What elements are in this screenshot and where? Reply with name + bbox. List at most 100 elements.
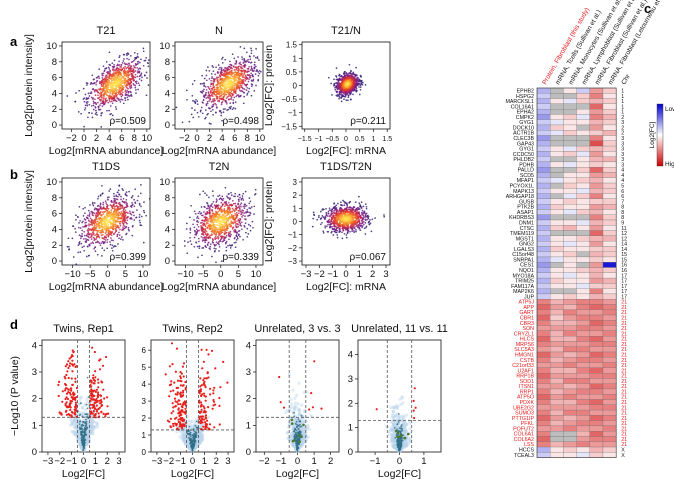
- scatter-point: [354, 76, 357, 78]
- scatter-point: [340, 78, 343, 81]
- scatter-point: [232, 208, 235, 211]
- scatter-point: [195, 220, 198, 223]
- scatter-point: [111, 76, 113, 79]
- scatter-point: [94, 241, 97, 244]
- scatter-point: [217, 224, 219, 227]
- scatter-point: [211, 241, 214, 243]
- scatter-point: [202, 234, 205, 236]
- scatter-point: [66, 95, 69, 97]
- scatter-point: [81, 229, 84, 232]
- scatter-point: [230, 70, 232, 73]
- scatter-point: [211, 95, 214, 97]
- scatter-point: [122, 86, 125, 89]
- scatter-point: [204, 116, 207, 119]
- scatter-point: [347, 99, 349, 102]
- scatter-point: [257, 79, 259, 82]
- scatter-point: [230, 83, 232, 86]
- scatter-point: [208, 122, 211, 125]
- y-axis-label: Log2[protein intensity]: [23, 34, 35, 137]
- scatter-point: [210, 73, 213, 75]
- scatter-point: [235, 241, 237, 244]
- scatter-point: [345, 77, 348, 80]
- scatter-point: [94, 113, 97, 115]
- scatter-point: [227, 201, 230, 204]
- scatter-point: [215, 234, 218, 236]
- scatter-point: [134, 80, 137, 83]
- scatter-point: [124, 93, 127, 95]
- scatter-point: [126, 74, 128, 77]
- scatter-point: [101, 72, 104, 75]
- scatter-point: [199, 110, 202, 113]
- plot-frame: [174, 41, 264, 130]
- scatter-point: [231, 210, 234, 213]
- scatter-point: [92, 100, 95, 103]
- scatter-point: [227, 71, 230, 74]
- scatter-point: [199, 83, 202, 85]
- scatter-point: [105, 78, 108, 81]
- scatter-point: [196, 103, 199, 106]
- scatter-point: [197, 225, 200, 228]
- y-tick-label: 8: [165, 193, 170, 204]
- scatter-point: [104, 81, 107, 83]
- scatter-point: [337, 81, 340, 84]
- scatter-point: [226, 213, 229, 215]
- scatter-point: [91, 82, 93, 85]
- scatter-point: [119, 207, 122, 210]
- scatter-point: [206, 102, 209, 105]
- scatter-point: [239, 46, 242, 48]
- scatter-point: [338, 97, 340, 100]
- x-tick-label: 0: [218, 269, 223, 280]
- scatter-point: [205, 194, 208, 196]
- scatter-point: [211, 190, 214, 192]
- scatter-point: [99, 87, 102, 90]
- chart-title: T21: [97, 25, 116, 37]
- scatter-point: [206, 243, 209, 246]
- scatter-point: [352, 72, 355, 74]
- scatter-point: [68, 248, 70, 251]
- scatter-point: [106, 109, 108, 112]
- scatter-point: [99, 207, 102, 210]
- y-tick-label: 3: [293, 178, 298, 187]
- scatter-point: [249, 200, 252, 203]
- scatter-point: [238, 69, 240, 72]
- scatter-point: [113, 223, 116, 226]
- scatter-point: [189, 236, 191, 239]
- scatter-point: [121, 204, 123, 207]
- scatter-point: [221, 119, 223, 122]
- correlation-label: ρ=0.509: [109, 116, 146, 127]
- scatter-point: [222, 224, 224, 226]
- scatter-point: [103, 249, 106, 252]
- scatter-point: [121, 229, 124, 231]
- scatter-point: [220, 83, 222, 86]
- scatter-point: [97, 204, 100, 207]
- scatter-point: [234, 71, 237, 73]
- scatter-point: [111, 74, 113, 77]
- scatter-point: [214, 249, 216, 252]
- scatter-point: [347, 72, 350, 75]
- scatter-point: [228, 238, 230, 241]
- scatter-point: [225, 93, 228, 96]
- scatter-point: [201, 74, 203, 77]
- scatter-point: [241, 76, 244, 79]
- scatter-point: [241, 209, 244, 212]
- scatter-point: [191, 94, 194, 97]
- scatter-points: [175, 46, 262, 125]
- scatter-point: [248, 87, 251, 90]
- scatter-point: [83, 125, 85, 128]
- scatter-point: [85, 101, 88, 104]
- scatter-point: [190, 243, 193, 246]
- scatter-point: [113, 213, 115, 215]
- scatter-point: [238, 200, 240, 202]
- scatter-point: [106, 196, 109, 199]
- scatter-point: [211, 77, 213, 80]
- scatter-point: [220, 112, 223, 114]
- scatter-point: [225, 203, 228, 206]
- scatter-point: [232, 107, 235, 109]
- scatter-point: [79, 219, 81, 222]
- scatter-point: [333, 83, 336, 86]
- scatter-point: [124, 221, 126, 223]
- scatter-point: [345, 82, 348, 85]
- x-tick-label: −10: [64, 269, 80, 280]
- scatter-point: [211, 229, 214, 232]
- scatter-point: [195, 228, 198, 231]
